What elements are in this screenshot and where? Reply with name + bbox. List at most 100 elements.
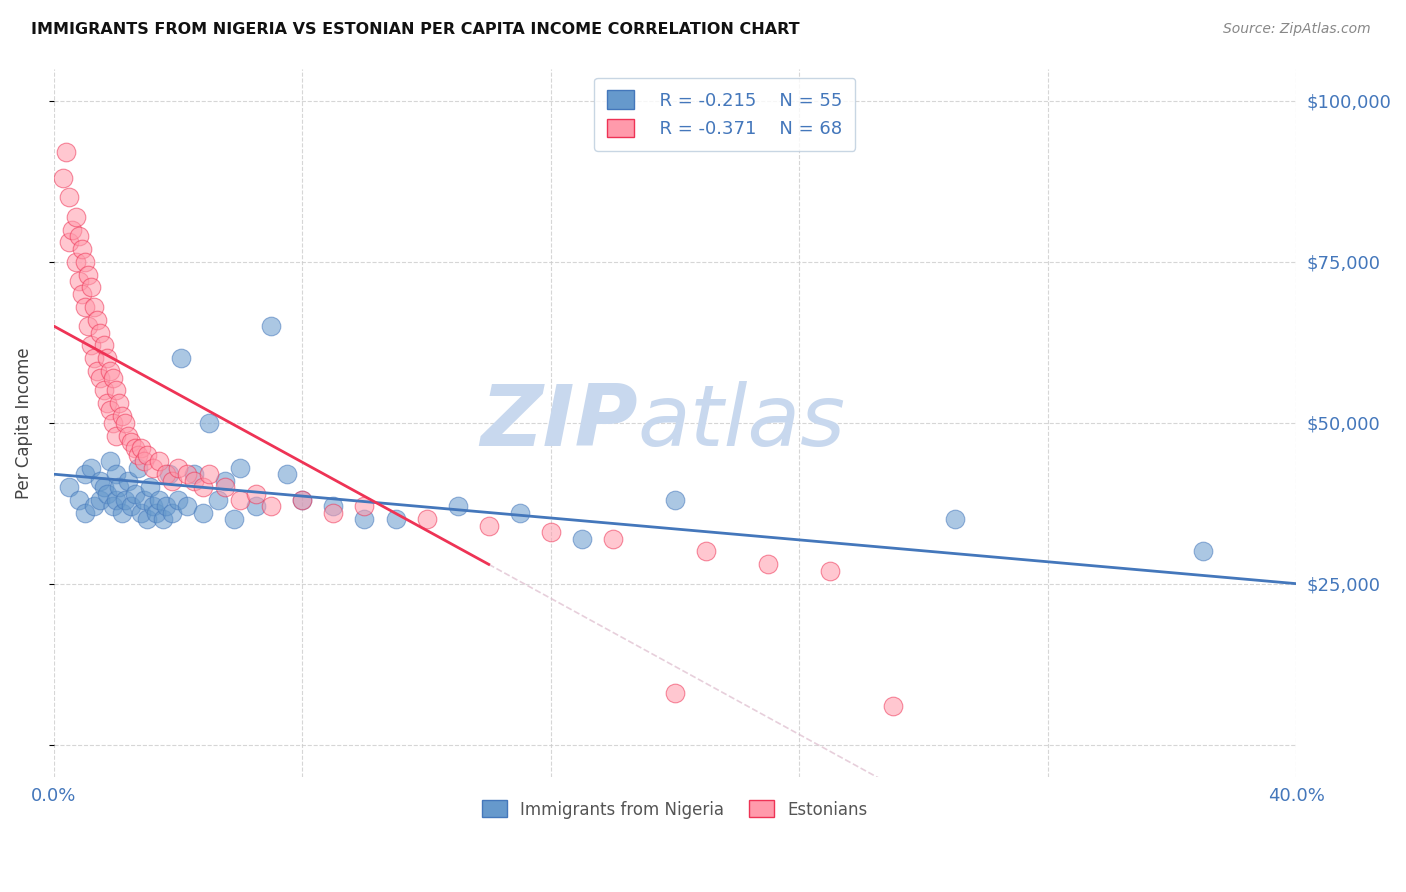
Point: [73, 506, 96, 520]
Point: [509, 506, 531, 520]
Point: [129, 506, 152, 520]
Point: [58, 190, 80, 204]
Point: [121, 435, 143, 450]
Point: [540, 525, 562, 540]
Point: [136, 448, 159, 462]
Point: [276, 467, 298, 482]
Point: [77, 268, 100, 282]
Point: [142, 460, 165, 475]
Point: [67, 493, 90, 508]
Point: [882, 699, 904, 714]
Point: [58, 235, 80, 250]
Point: [98, 402, 121, 417]
Text: ZIP: ZIP: [481, 381, 638, 464]
Point: [145, 506, 167, 520]
Point: [89, 493, 111, 508]
Point: [291, 493, 314, 508]
Point: [571, 532, 593, 546]
Point: [104, 384, 127, 398]
Point: [170, 351, 193, 366]
Point: [98, 364, 121, 378]
Point: [73, 254, 96, 268]
Point: [229, 460, 252, 475]
Point: [478, 518, 501, 533]
Point: [73, 300, 96, 314]
Point: [111, 506, 134, 520]
Point: [155, 467, 177, 482]
Point: [245, 500, 267, 514]
Point: [70, 242, 93, 256]
Point: [77, 319, 100, 334]
Point: [83, 500, 105, 514]
Point: [191, 506, 214, 520]
Point: [353, 512, 375, 526]
Point: [67, 229, 90, 244]
Point: [157, 467, 180, 482]
Point: [384, 512, 406, 526]
Point: [183, 474, 205, 488]
Point: [183, 467, 205, 482]
Point: [70, 286, 93, 301]
Point: [62, 222, 84, 236]
Point: [229, 493, 252, 508]
Point: [86, 312, 108, 326]
Point: [207, 493, 229, 508]
Point: [139, 480, 162, 494]
Point: [114, 416, 136, 430]
Point: [93, 384, 115, 398]
Legend: Immigrants from Nigeria, Estonians: Immigrants from Nigeria, Estonians: [475, 794, 875, 825]
Point: [136, 512, 159, 526]
Point: [214, 480, 236, 494]
Point: [124, 442, 146, 456]
Point: [127, 460, 149, 475]
Point: [104, 493, 127, 508]
Point: [176, 500, 198, 514]
Point: [148, 454, 170, 468]
Point: [55, 145, 77, 160]
Point: [101, 370, 124, 384]
Point: [111, 409, 134, 424]
Point: [93, 480, 115, 494]
Point: [52, 171, 75, 186]
Point: [89, 474, 111, 488]
Point: [160, 506, 183, 520]
Point: [89, 370, 111, 384]
Point: [101, 500, 124, 514]
Point: [198, 467, 221, 482]
Point: [83, 351, 105, 366]
Point: [322, 506, 344, 520]
Point: [117, 428, 139, 442]
Point: [73, 467, 96, 482]
Point: [132, 493, 155, 508]
Point: [89, 326, 111, 340]
Text: Source: ZipAtlas.com: Source: ZipAtlas.com: [1223, 22, 1371, 37]
Text: IMMIGRANTS FROM NIGERIA VS ESTONIAN PER CAPITA INCOME CORRELATION CHART: IMMIGRANTS FROM NIGERIA VS ESTONIAN PER …: [31, 22, 800, 37]
Point: [820, 564, 842, 578]
Point: [198, 416, 221, 430]
Point: [104, 467, 127, 482]
Point: [142, 500, 165, 514]
Point: [132, 454, 155, 468]
Point: [664, 686, 686, 700]
Point: [80, 338, 103, 352]
Y-axis label: Per Capita Income: Per Capita Income: [15, 347, 32, 499]
Point: [114, 493, 136, 508]
Point: [602, 532, 624, 546]
Point: [124, 486, 146, 500]
Point: [160, 474, 183, 488]
Point: [415, 512, 437, 526]
Point: [943, 512, 966, 526]
Point: [65, 210, 87, 224]
Point: [83, 300, 105, 314]
Point: [167, 493, 190, 508]
Point: [214, 474, 236, 488]
Point: [245, 486, 267, 500]
Point: [65, 254, 87, 268]
Point: [86, 364, 108, 378]
Point: [96, 396, 118, 410]
Point: [695, 544, 717, 558]
Point: [664, 493, 686, 508]
Point: [191, 480, 214, 494]
Point: [108, 480, 131, 494]
Point: [98, 454, 121, 468]
